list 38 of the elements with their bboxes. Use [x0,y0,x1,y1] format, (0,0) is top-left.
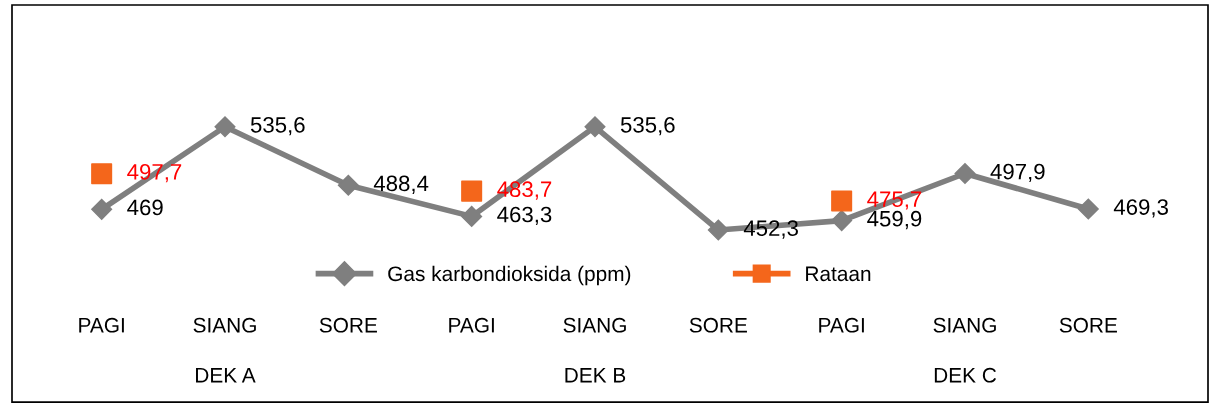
data-label: 475,7 [867,191,922,210]
point [337,174,359,196]
data-label: 469 [127,199,163,216]
legend-label: Rataan [806,266,871,282]
data-label: 497,7 [127,163,182,183]
data-label: 535,6 [250,116,305,136]
point [214,116,236,138]
data-label: 452,3 [743,220,798,239]
point [1077,198,1099,220]
x-tick-label: PAGI [79,317,124,333]
text: DEK A [196,368,256,383]
point [461,205,483,227]
point [91,198,113,220]
point [954,162,976,185]
text: DEK C [934,367,997,383]
data-label: 459,9 [867,210,922,230]
data-label: 463,3 [497,206,552,225]
text: DEK B [565,368,626,383]
data-label: 488,4 [373,175,429,194]
x-tick-label: SORE [1059,317,1117,333]
data-label: 469,3 [1113,199,1168,218]
data-label: 497,9 [990,163,1045,183]
x-tick-label: PAGI [449,317,494,333]
point [831,190,853,212]
point [584,116,606,138]
x-tick-label: PAGI [819,317,864,333]
data-label: 483,7 [497,181,552,200]
x-tick-label: SIANG [933,317,996,333]
point [831,210,853,232]
x-tick-label: SIANG [193,317,256,333]
x-tick-label: SORE [689,317,747,333]
x-tick-label: SORE [319,317,377,333]
legend-label: Gas karbondioksida (ppm) [388,265,631,286]
x-tick-label: SIANG [563,317,626,333]
point [91,163,113,185]
point [461,180,483,202]
data-label: 535,6 [620,116,675,136]
point [707,219,729,241]
